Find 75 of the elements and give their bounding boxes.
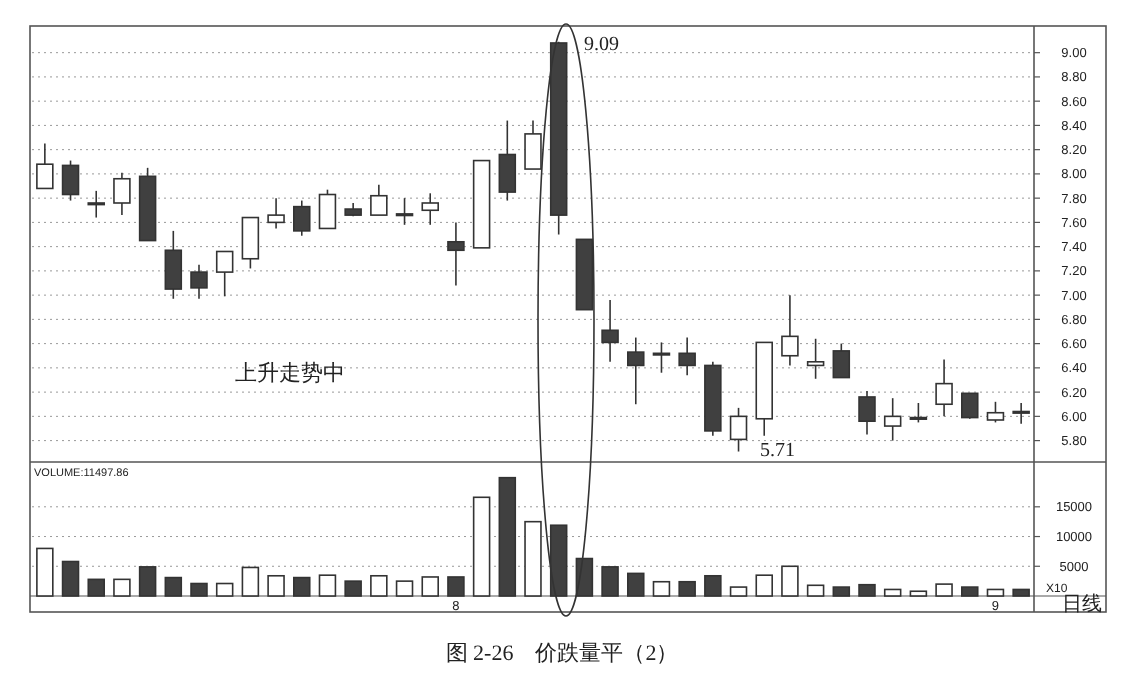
candlestick <box>729 407 748 453</box>
bar <box>472 496 491 597</box>
candlestick <box>652 341 671 374</box>
candlestick <box>678 336 696 376</box>
candlestick <box>883 397 902 442</box>
caption: 图 2-26 价跌量平（2） <box>445 642 679 666</box>
candlestick <box>961 392 979 420</box>
candlestick <box>164 230 183 300</box>
bar <box>344 580 362 597</box>
annotation: 9.09 <box>584 34 619 56</box>
candlestick <box>421 192 439 226</box>
text: 日线 <box>1062 592 1102 616</box>
bar <box>61 560 80 597</box>
bar <box>704 574 722 597</box>
bar <box>267 574 285 597</box>
bar <box>601 566 619 597</box>
candlestick <box>627 336 645 406</box>
candlestick <box>909 402 928 424</box>
bar <box>806 584 825 597</box>
candlestick <box>293 199 311 237</box>
candlestick <box>87 190 105 219</box>
candlestick <box>395 197 414 226</box>
bar <box>447 576 465 597</box>
bar <box>961 586 979 597</box>
bar <box>498 476 517 597</box>
bar <box>524 520 542 597</box>
bar <box>113 578 131 597</box>
bar <box>755 574 773 597</box>
candlestick <box>986 401 1005 424</box>
candlestick <box>370 184 388 216</box>
bar <box>729 586 748 597</box>
bar <box>678 580 696 597</box>
bar <box>215 582 234 597</box>
bar <box>190 582 208 597</box>
candlestick <box>190 264 208 300</box>
bar <box>549 524 568 597</box>
bar <box>241 566 260 597</box>
candlestick <box>832 342 851 379</box>
bar <box>293 576 311 597</box>
bar <box>858 583 876 597</box>
bar <box>318 574 337 597</box>
bar <box>395 580 414 597</box>
candlestick <box>447 221 465 287</box>
candlestick <box>61 159 80 202</box>
candlestick <box>267 197 285 230</box>
bar <box>986 588 1005 597</box>
candlestick <box>781 294 799 367</box>
bar <box>164 576 183 597</box>
bar <box>883 588 902 597</box>
bar <box>36 547 54 597</box>
candlestick <box>36 142 54 190</box>
bar <box>935 583 953 597</box>
candlestick <box>113 171 131 216</box>
candlestick <box>215 250 234 298</box>
candlestick <box>498 119 517 202</box>
bar <box>781 565 799 597</box>
bar <box>627 572 645 597</box>
bar <box>832 586 851 597</box>
candlestick <box>806 337 825 380</box>
candlestick <box>601 299 619 363</box>
bar <box>909 590 928 597</box>
annotation: 上升走势中 <box>235 360 345 386</box>
candlestick <box>1012 402 1030 425</box>
candlestick <box>241 216 260 270</box>
bar <box>138 566 157 597</box>
candlestick <box>318 188 337 230</box>
bar <box>1012 588 1030 597</box>
bar <box>370 574 388 597</box>
bar <box>421 576 439 597</box>
bar <box>87 578 105 597</box>
annotation: 5.71 <box>760 440 795 462</box>
candlestick <box>524 119 542 170</box>
bar <box>652 580 671 597</box>
candlestick <box>858 390 876 436</box>
candlestick <box>935 358 953 418</box>
